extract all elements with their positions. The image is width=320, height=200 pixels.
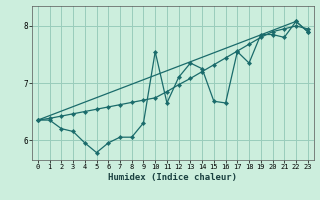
X-axis label: Humidex (Indice chaleur): Humidex (Indice chaleur) [108, 173, 237, 182]
